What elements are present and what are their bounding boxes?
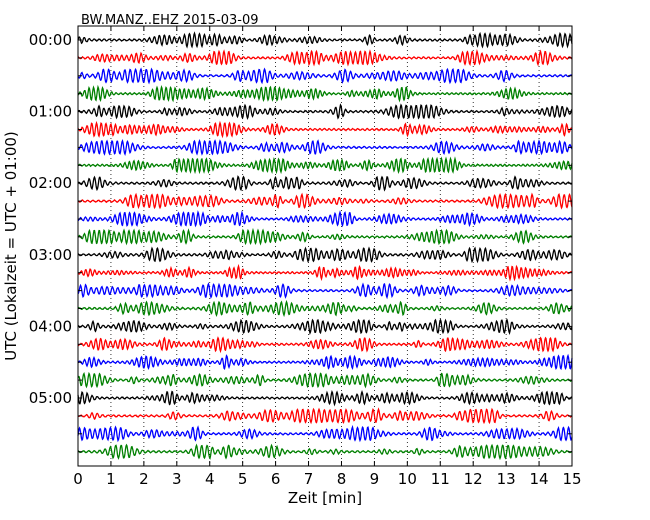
seismic-trace (77, 318, 573, 336)
x-tick-label: 11 (431, 470, 450, 488)
seismic-trace (77, 138, 573, 156)
seismic-trace (77, 389, 573, 407)
y-tick-label: 05:00 (29, 389, 72, 407)
y-tick-label: 04:00 (29, 317, 72, 335)
seismic-trace (77, 407, 573, 425)
x-tick-label: 9 (370, 470, 380, 488)
seismic-trace (77, 84, 573, 103)
seismic-trace (77, 299, 573, 318)
x-tick-label: 6 (271, 470, 281, 488)
x-tick-label: 5 (238, 470, 248, 488)
chart-title: BW.MANZ..EHZ 2015-03-09 (81, 13, 259, 28)
seismic-trace (77, 227, 573, 246)
y-tick-label: 00:00 (29, 31, 72, 49)
x-tick-label: 13 (497, 470, 516, 488)
seismic-trace (77, 424, 573, 443)
seismic-traces (77, 31, 573, 461)
x-tick-label: 15 (562, 470, 581, 488)
grid-lines (110, 26, 540, 466)
seismic-trace (77, 263, 573, 282)
y-tick-label: 03:00 (29, 246, 72, 264)
x-tick-label: 0 (73, 470, 83, 488)
seismic-trace (77, 443, 573, 461)
x-tick-label: 8 (337, 470, 347, 488)
seismic-trace (77, 371, 573, 389)
seismic-trace (77, 156, 573, 175)
x-axis-ticks: 0 1 2 3 4 5 6 7 8 9 10 11 12 13 14 15 (73, 26, 582, 488)
seismic-trace (77, 175, 573, 192)
x-tick-label: 7 (304, 470, 314, 488)
y-tick-label: 01:00 (29, 103, 72, 121)
seismic-trace (77, 31, 573, 49)
y-tick-label: 02:00 (29, 174, 72, 192)
x-tick-label: 4 (205, 470, 215, 488)
seismic-trace (77, 120, 573, 139)
seismic-trace (77, 336, 573, 354)
seismic-trace (77, 49, 573, 67)
x-tick-label: 14 (530, 470, 549, 488)
seismic-trace (77, 353, 573, 371)
y-axis-label: UTC (Lokalzeit = UTC + 01:00) (2, 131, 20, 361)
seismic-trace (77, 246, 573, 264)
x-axis-label: Zeit [min] (288, 489, 362, 507)
x-tick-label: 12 (464, 470, 483, 488)
x-tick-label: 1 (106, 470, 116, 488)
seismic-trace (77, 103, 573, 120)
x-tick-label: 2 (139, 470, 149, 488)
plot-frame (77, 25, 573, 467)
y-axis-ticks: 00:00 01:00 02:00 03:00 04:00 05:00 (29, 31, 572, 453)
seismic-trace (77, 67, 573, 85)
x-tick-label: 3 (172, 470, 182, 488)
seismic-trace (77, 192, 573, 210)
seismic-trace (77, 210, 573, 228)
x-tick-label: 10 (398, 470, 417, 488)
seismic-trace (77, 282, 573, 300)
